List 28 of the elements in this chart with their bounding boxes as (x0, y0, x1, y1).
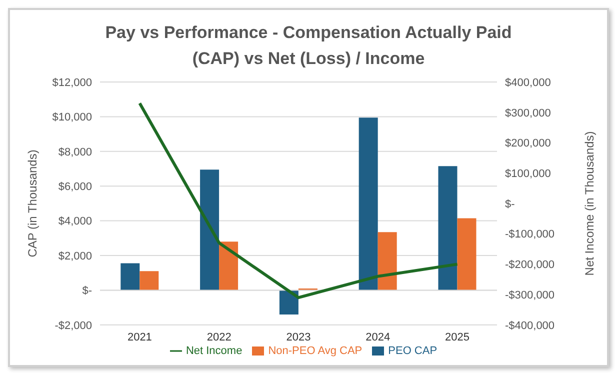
y-tick-label: $4,000 (58, 216, 92, 228)
y2-tick-label: -$100,000 (505, 228, 555, 241)
y-tick-label: $6,000 (58, 181, 92, 194)
y2-axis-title: Net Income (in Thousands) (582, 131, 596, 276)
x-tick-label: 2021 (127, 332, 152, 344)
y-tick-label: $2,000 (58, 250, 92, 262)
y-tick-label: $8,000 (58, 146, 92, 158)
legend-label: Net Income (186, 344, 242, 357)
y2-tick-label: $100,000 (505, 168, 551, 180)
y2-tick-label: -$300,000 (505, 289, 555, 302)
y-tick-label: $10,000 (52, 112, 92, 124)
x-tick-label: 2022 (206, 332, 232, 344)
y2-tick-label: -$200,000 (505, 259, 555, 272)
y2-tick-label: $200,000 (505, 138, 551, 150)
y2-tick-label: $400,000 (505, 76, 551, 89)
y2-tick-label: -$400,000 (505, 320, 555, 332)
y-tick-label: $- (82, 285, 92, 298)
x-tick-label: 2023 (286, 332, 311, 344)
y-tick-label: -$2,000 (54, 320, 92, 332)
y2-tick-label: $- (505, 198, 516, 210)
legend-label: PEO CAP (388, 344, 438, 357)
x-tick-label: 2024 (366, 332, 390, 344)
y-axis-title: CAP (in Thousands) (25, 150, 40, 258)
y-tick-label: $12,000 (52, 76, 92, 89)
legend-label: Non-PEO Avg CAP (268, 344, 362, 357)
chart-title: Pay vs Performance - Compensation Actually Paid (CAP) vs Net (Loss) / Income (104, 22, 513, 70)
y2-tick-label: $300,000 (505, 107, 551, 120)
x-tick-label: 2025 (445, 332, 470, 344)
